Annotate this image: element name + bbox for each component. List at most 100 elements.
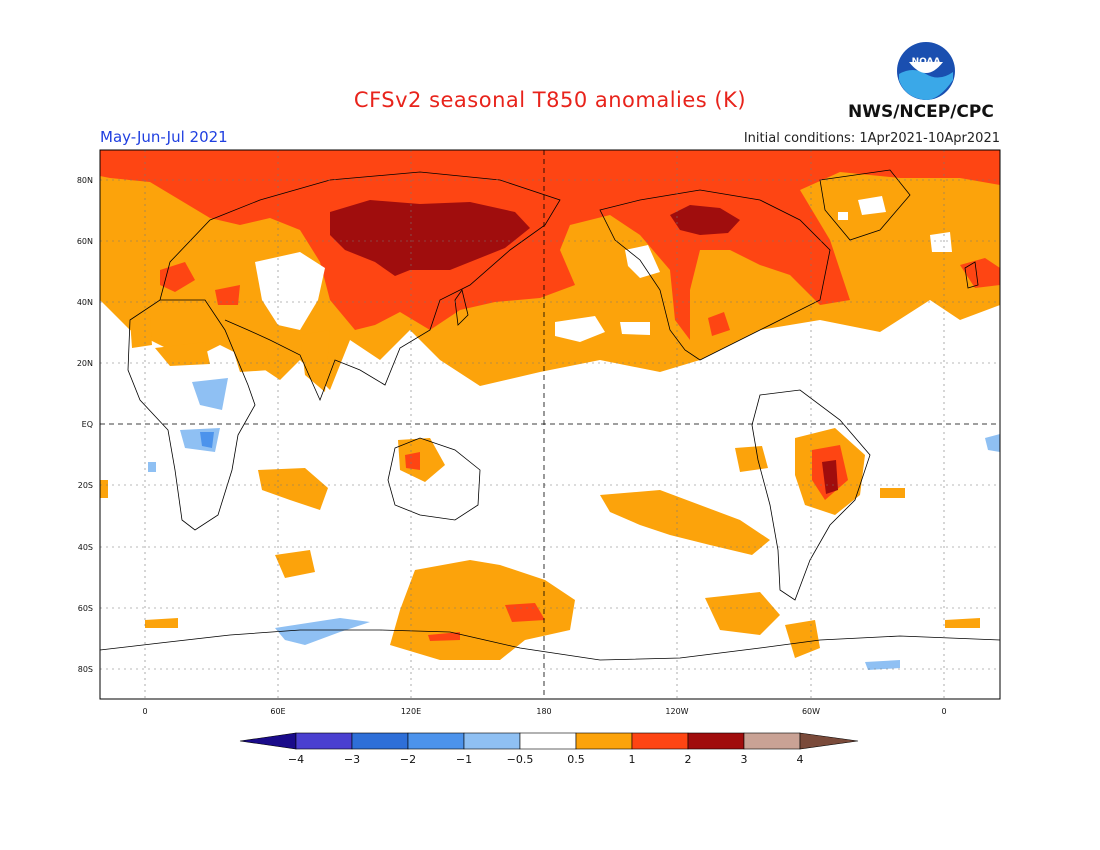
warm-pacific-n (100, 480, 108, 498)
warm-arabia (230, 335, 270, 372)
lon-label-180: 180 (536, 707, 551, 716)
coast-australia (387, 437, 481, 521)
coast-eurasia (159, 171, 561, 402)
cool-s-atlantic (985, 434, 1000, 452)
colorbar-swatch-5 (519, 732, 577, 750)
lon-label-120w: 120W (665, 707, 688, 716)
colorbar-high-arrow (799, 732, 859, 750)
warm-n-africa (155, 342, 210, 366)
colorbar-label: 4 (797, 753, 804, 766)
coast-africa (127, 299, 256, 531)
lat-label-80s: 80S (78, 665, 93, 674)
colorbar-label: 0.5 (567, 753, 585, 766)
colorbar-label: −2 (400, 753, 416, 766)
warm-ross (705, 592, 780, 635)
map-frame (99, 149, 1001, 700)
colorbar-label: −4 (288, 753, 304, 766)
hot-atlantic-east (960, 258, 1000, 288)
cool-central-africa (180, 428, 220, 452)
anomaly-fields (100, 150, 1000, 670)
coast-north-america (599, 189, 831, 361)
warm-s-atlantic (880, 488, 905, 498)
lat-label-80n: 80N (77, 176, 93, 185)
colorbar-label: 1 (629, 753, 636, 766)
colorbar-swatch-7 (631, 732, 689, 750)
longitude-labels: 0 60E 120E 180 120W 60W 0 (142, 707, 946, 716)
lat-label-40s: 40S (78, 543, 93, 552)
lat-label-60s: 60S (78, 604, 93, 613)
svg-text:NOAA: NOAA (912, 57, 941, 67)
lat-label-eq: EQ (82, 420, 93, 429)
colorbar-low-arrow (239, 732, 297, 750)
neutral-central-asia (255, 252, 325, 330)
warm-s-indian-b (275, 550, 315, 578)
noaa-logo: NOAA (897, 42, 955, 100)
colorbar (239, 732, 859, 750)
coast-uk (964, 261, 979, 289)
lat-label-20n: 20N (77, 359, 93, 368)
lon-label-0-east: 0 (941, 707, 946, 716)
colorbar-label: −0.5 (507, 753, 534, 766)
neutral-alaska (625, 245, 660, 278)
cool-e-africa (192, 378, 228, 410)
hot-europe (160, 262, 195, 292)
map-title: CFSv2 seasonal T850 anomalies (K) (353, 88, 747, 112)
cool-antarctic (275, 618, 370, 645)
hot-westasia (215, 285, 240, 305)
lat-label-40n: 40N (77, 298, 93, 307)
colorbar-label: 2 (685, 753, 692, 766)
warm-india (300, 330, 330, 392)
very-hot-brazil (822, 460, 838, 494)
hot-antarctic (428, 632, 460, 641)
warm-peru (735, 446, 768, 472)
warm-australia-n (398, 438, 445, 482)
lon-label-60w: 60W (802, 707, 820, 716)
neutral-e-pacific (620, 322, 650, 335)
coast-japan (454, 289, 469, 326)
lon-label-0-west: 0 (142, 707, 147, 716)
latitude-labels: 80N 60N 40N 20N EQ 20S 40S 60S 80S (77, 176, 93, 674)
hot-n-america (708, 312, 730, 336)
colorbar-labels: −4 −3 −2 −1 −0.5 0.5 1 2 3 4 (288, 753, 804, 766)
initial-conditions-label: Initial conditions: 1Apr2021-10Apr2021 (743, 131, 1000, 146)
hot-band-north (100, 150, 1000, 340)
cool-w-indian (148, 462, 156, 472)
colorbar-label: 3 (741, 753, 748, 766)
very-hot-canada (670, 205, 740, 235)
neutral-greenland-a (858, 196, 886, 215)
warm-s-ocean-w (145, 618, 178, 628)
coastlines (100, 169, 1000, 661)
colorbar-swatch-9 (743, 732, 801, 750)
coast-greenland (819, 169, 911, 241)
warm-s-indian (258, 468, 328, 510)
colorbar-swatch-6 (575, 732, 633, 750)
colorbar-swatch-8 (687, 732, 745, 750)
graticule (100, 150, 1000, 699)
lon-label-120e: 120E (401, 707, 421, 716)
cool-weddell (865, 660, 900, 670)
warm-w-africa (130, 318, 152, 348)
warm-s-ocean-e (945, 618, 980, 628)
colorbar-swatch-2 (351, 732, 409, 750)
colorbar-label: −1 (456, 753, 472, 766)
hot-australia (405, 452, 420, 470)
lon-label-60e: 60E (270, 707, 285, 716)
neutral-greenland-b (838, 212, 848, 220)
colorbar-swatch-1 (295, 732, 353, 750)
cool-central-africa-core (200, 432, 214, 448)
colorbar-swatch-4 (463, 732, 521, 750)
warm-s-pen (785, 620, 820, 658)
agency-label: NWS/NCEP/CPC (848, 102, 994, 122)
warm-s-pacific (600, 490, 770, 555)
season-label: May-Jun-Jul 2021 (100, 128, 228, 146)
very-hot-siberia (330, 200, 530, 276)
neutral-n-pacific (555, 316, 605, 342)
lat-label-60n: 60N (77, 237, 93, 246)
equator-dateline (100, 150, 1000, 699)
lat-label-20s: 20S (78, 481, 93, 490)
colorbar-label: −3 (344, 753, 360, 766)
colorbar-swatch-3 (407, 732, 465, 750)
warm-tasman (390, 560, 575, 660)
neutral-atlantic (930, 232, 952, 252)
